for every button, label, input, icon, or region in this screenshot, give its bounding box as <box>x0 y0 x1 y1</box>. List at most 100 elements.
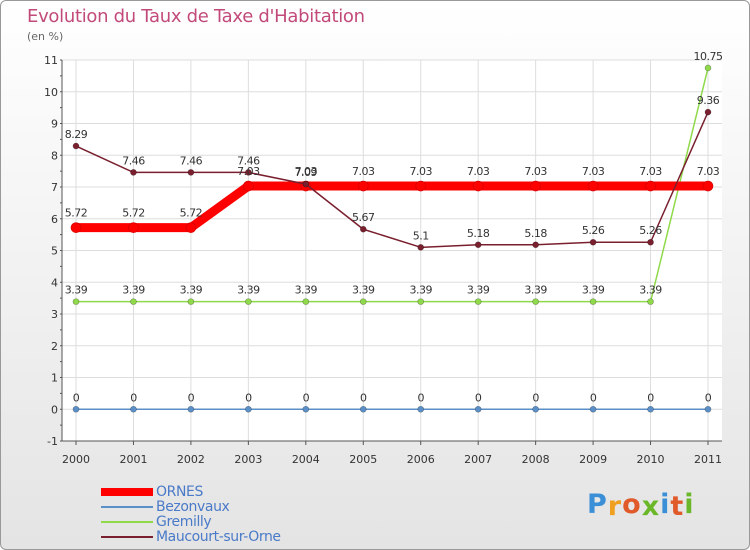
data-label-ornes: 7.03 <box>237 165 260 178</box>
data-label-maucourt-sur-orne: 5.67 <box>352 211 375 224</box>
x-tick-label: 2002 <box>177 453 205 466</box>
legend-item-maucourt-sur-orne: Maucourt-sur-Orne <box>101 530 401 545</box>
data-point-bezonvaux <box>647 405 654 413</box>
data-label-maucourt-sur-orne: 7.46 <box>180 154 203 167</box>
y-tick-label: 7 <box>51 181 58 194</box>
data-label-bezonvaux: 0 <box>532 391 539 404</box>
data-point-gremilly <box>72 298 80 305</box>
x-tick-label: 2010 <box>637 453 665 466</box>
x-tick-label: 2011 <box>694 453 722 466</box>
proxiti-logo: Proxiti <box>587 489 695 522</box>
data-label-gremilly: 3.39 <box>582 284 605 297</box>
chart-subtitle: (en %) <box>27 30 64 43</box>
x-tick-label: 2005 <box>349 453 377 466</box>
legend-item-ornes: ORNES <box>101 485 401 500</box>
data-point-ornes <box>472 180 484 192</box>
data-point-ornes <box>530 180 541 192</box>
data-label-gremilly: 3.39 <box>122 284 145 297</box>
series-line-ornes <box>71 181 713 233</box>
data-point-gremilly <box>245 298 252 305</box>
y-tick-label: 9 <box>51 118 58 131</box>
data-point-gremilly <box>474 298 482 305</box>
data-point-gremilly <box>187 298 195 305</box>
legend-item-bezonvaux: Bezonvaux <box>101 500 401 515</box>
data-label-ornes: 5.72 <box>122 207 145 220</box>
data-point-bezonvaux <box>245 405 252 413</box>
logo-letter: o <box>622 489 642 520</box>
legend-label-maucourt-sur-orne: Maucourt-sur-Orne <box>156 529 281 545</box>
logo-letter: r <box>607 491 623 522</box>
data-point-bezonvaux <box>704 405 712 413</box>
legend-swatch-maucourt-sur-orne <box>101 536 153 538</box>
data-point-ornes <box>70 222 82 233</box>
legend-label-gremilly: Gremilly <box>156 514 212 530</box>
data-label-ornes: 7.03 <box>524 165 547 178</box>
data-label-gremilly: 3.39 <box>467 284 490 297</box>
x-tick-label: 2008 <box>522 453 550 466</box>
data-label-bezonvaux: 0 <box>245 391 252 404</box>
data-point-maucourt-sur-orne <box>704 108 712 116</box>
data-label-ornes: 7.03 <box>467 165 490 178</box>
data-point-ornes <box>185 222 197 233</box>
data-point-maucourt-sur-orne <box>417 244 425 251</box>
data-label-maucourt-sur-orne: 5.1 <box>413 229 429 242</box>
data-label-maucourt-sur-orne: 7.09 <box>295 166 318 179</box>
data-point-bezonvaux <box>72 405 80 413</box>
data-point-bezonvaux <box>474 405 482 413</box>
data-label-ornes: 7.03 <box>409 165 432 178</box>
data-point-ornes <box>128 222 139 233</box>
legend-label-ornes: ORNES <box>156 484 203 500</box>
data-label-gremilly: 3.39 <box>639 284 662 297</box>
data-point-maucourt-sur-orne <box>532 241 539 249</box>
x-tick-label: 2003 <box>234 453 262 466</box>
data-point-gremilly <box>532 298 539 305</box>
data-point-maucourt-sur-orne <box>187 169 195 176</box>
data-point-ornes <box>645 180 656 192</box>
data-point-gremilly <box>130 298 137 305</box>
data-label-gremilly: 3.39 <box>65 284 88 297</box>
legend-swatch-ornes <box>101 488 153 496</box>
data-point-maucourt-sur-orne <box>359 225 367 233</box>
data-label-maucourt-sur-orne: 5.18 <box>467 227 490 240</box>
x-tick-label: 2004 <box>292 453 320 466</box>
data-label-maucourt-sur-orne: 8.29 <box>65 128 88 141</box>
data-point-maucourt-sur-orne <box>72 142 80 150</box>
y-tick-label: 8 <box>51 149 58 162</box>
data-label-bezonvaux: 0 <box>475 391 482 404</box>
x-tick-label: 2009 <box>579 453 607 466</box>
data-label-gremilly: 3.39 <box>352 284 375 297</box>
data-label-ornes: 5.72 <box>180 207 203 220</box>
y-tick-label: 10 <box>44 86 58 99</box>
data-point-ornes <box>415 180 427 192</box>
y-tick-label: 11 <box>44 54 58 67</box>
y-tick-label: 1 <box>51 372 58 385</box>
data-point-maucourt-sur-orne <box>474 241 482 249</box>
series-line-gremilly <box>75 67 709 303</box>
data-point-maucourt-sur-orne <box>647 238 654 246</box>
data-label-gremilly: 10.75 <box>694 50 723 63</box>
data-label-maucourt-sur-orne: 5.26 <box>639 224 662 237</box>
data-label-bezonvaux: 0 <box>647 391 654 404</box>
logo-letter: x <box>641 491 661 522</box>
data-point-bezonvaux <box>187 405 195 413</box>
logo-letter: P <box>587 489 608 520</box>
data-point-bezonvaux <box>302 405 310 413</box>
data-point-ornes <box>243 180 254 192</box>
y-tick-label: 3 <box>51 308 58 321</box>
chart-title: Evolution du Taux de Taxe d'Habitation <box>27 6 365 27</box>
data-label-bezonvaux: 0 <box>705 391 712 404</box>
y-tick-label: 0 <box>51 403 58 416</box>
data-point-gremilly <box>359 298 367 305</box>
logo-letter: i <box>684 489 695 520</box>
data-label-bezonvaux: 0 <box>73 391 80 404</box>
data-point-bezonvaux <box>532 405 539 413</box>
data-point-ornes <box>357 180 369 192</box>
data-point-bezonvaux <box>359 405 367 413</box>
data-point-maucourt-sur-orne <box>589 238 597 246</box>
y-tick-label: 4 <box>51 276 58 289</box>
data-label-gremilly: 3.39 <box>237 284 260 297</box>
x-tick-label: 2000 <box>62 453 90 466</box>
data-label-gremilly: 3.39 <box>180 284 203 297</box>
